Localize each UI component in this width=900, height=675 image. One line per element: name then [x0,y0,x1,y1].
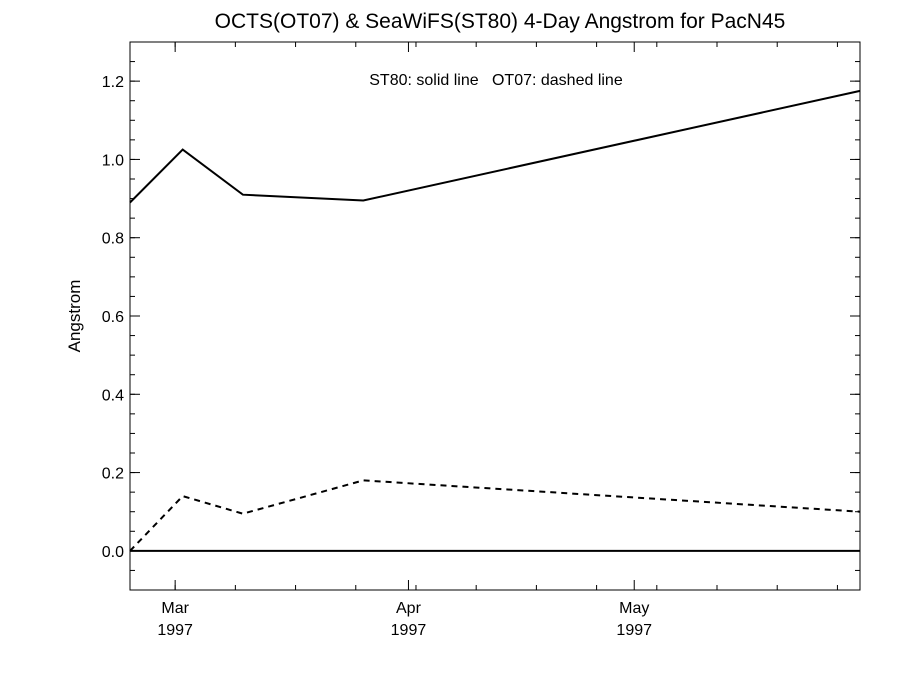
y-tick-label: 0.4 [102,387,124,404]
tick-labels: 0.0 0.2 0.4 0.6 0.8 1.0 1.2 Mar 1997 Apr 1997 May 19… [102,74,652,639]
y-tick-label: 0.6 [102,309,124,326]
y-tick-label: 1.2 [102,74,124,91]
x-tick-year-label: 1997 [391,622,427,639]
y-tick-label: 0.2 [102,466,124,483]
y-tick-label: 1.0 [102,152,124,169]
x-tick-month-label: Apr [396,600,422,617]
x-tick-year-label: 1997 [616,622,652,639]
chart-title: OCTS(OT07) & SeaWiFS(ST80) 4-Day Angstro… [215,10,786,33]
y-axis-label: Angstrom [65,280,84,353]
y-tick-label: 0.0 [102,544,124,561]
plot-frame [129,41,861,591]
x-tick-month-label: Mar [161,600,189,617]
y-tick-label: 0.8 [102,231,124,248]
x-tick-year-label: 1997 [157,622,193,639]
legend-note: ST80: solid line OT07: dashed line [369,72,623,89]
series-lines [129,89,861,552]
axis-ticks [130,41,860,591]
x-tick-month-label: May [619,600,649,617]
series-line-st80 [129,89,861,204]
series-line-ot07 [129,479,861,552]
